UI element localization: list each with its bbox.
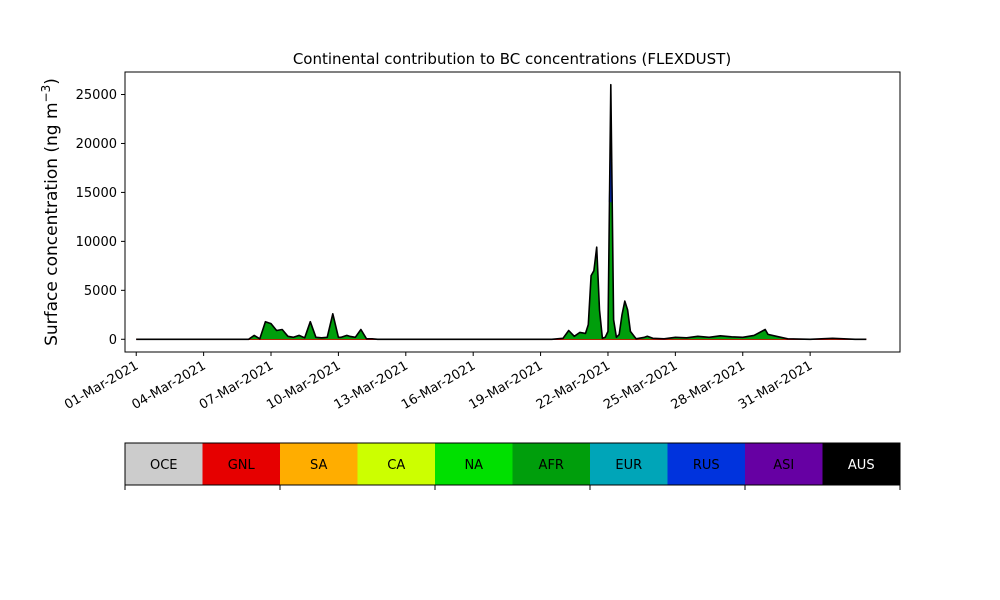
legend-label-sa: SA [310, 458, 327, 473]
legend-swatch-na [435, 443, 513, 485]
legend-swatch-rus [667, 443, 745, 485]
y-tick-label: 0 [109, 333, 117, 348]
x-tick-label: 10-Mar-2021 [264, 358, 343, 412]
legend-swatch-asi [745, 443, 823, 485]
legend-colorbar: OCE GNL SA CA NA AFR EUR RUS ASI AUS [124, 442, 901, 490]
y-axis: 0 5000 10000 15000 20000 25000 [76, 88, 125, 348]
legend-label-aus: AUS [848, 458, 875, 473]
x-tick-label: 19-Mar-2021 [466, 358, 545, 412]
legend-swatch-eur [590, 443, 668, 485]
legend-label-gnl: GNL [228, 458, 256, 473]
legend-swatch-ca [357, 443, 435, 485]
legend-swatch-sa [280, 443, 358, 485]
x-tick-label: 16-Mar-2021 [399, 358, 478, 412]
total-line [136, 83, 867, 341]
x-tick-label: 25-Mar-2021 [601, 358, 680, 412]
legend-swatch-oce [125, 443, 203, 485]
legend-swatch-afr [512, 443, 590, 485]
legend-label-eur: EUR [615, 458, 642, 473]
legend-label-asi: ASI [773, 458, 794, 473]
x-tick-label: 04-Mar-2021 [129, 358, 208, 412]
y-axis-label-close: ) [42, 78, 62, 85]
legend-label-afr: AFR [539, 458, 564, 473]
legend-label-ca: CA [387, 458, 405, 473]
legend-swatch-aus [822, 443, 900, 485]
y-tick-label: 15000 [76, 186, 117, 201]
y-tick-label: 10000 [76, 235, 117, 250]
legend-label-oce: OCE [150, 458, 178, 473]
x-axis: 01-Mar-202104-Mar-202107-Mar-202110-Mar-… [62, 352, 815, 413]
legend-label-rus: RUS [693, 458, 720, 473]
x-tick-label: 01-Mar-2021 [62, 358, 141, 412]
chart-title: Continental contribution to BC concentra… [293, 50, 731, 68]
y-axis-label-unit-exponent: −3 [39, 85, 53, 103]
y-axis-label-text: Surface concentration (ng m [42, 102, 62, 345]
x-tick-label: 13-Mar-2021 [332, 358, 411, 412]
y-axis-label: Surface concentration (ng m−3) [39, 78, 62, 346]
x-tick-label: 28-Mar-2021 [669, 358, 748, 412]
y-tick-label: 20000 [76, 137, 117, 152]
y-tick-label: 25000 [76, 88, 117, 103]
series-area-afr [136, 84, 867, 340]
plot-area [124, 71, 901, 353]
x-tick-label: 22-Mar-2021 [534, 358, 613, 412]
y-tick-label: 5000 [84, 284, 117, 299]
legend-label-na: NA [464, 458, 483, 473]
x-tick-label: 31-Mar-2021 [736, 358, 815, 412]
plot-frame [124, 71, 901, 353]
legend-frame [124, 442, 901, 486]
x-tick-label: 07-Mar-2021 [197, 358, 276, 412]
legend-swatch-gnl [202, 443, 280, 485]
